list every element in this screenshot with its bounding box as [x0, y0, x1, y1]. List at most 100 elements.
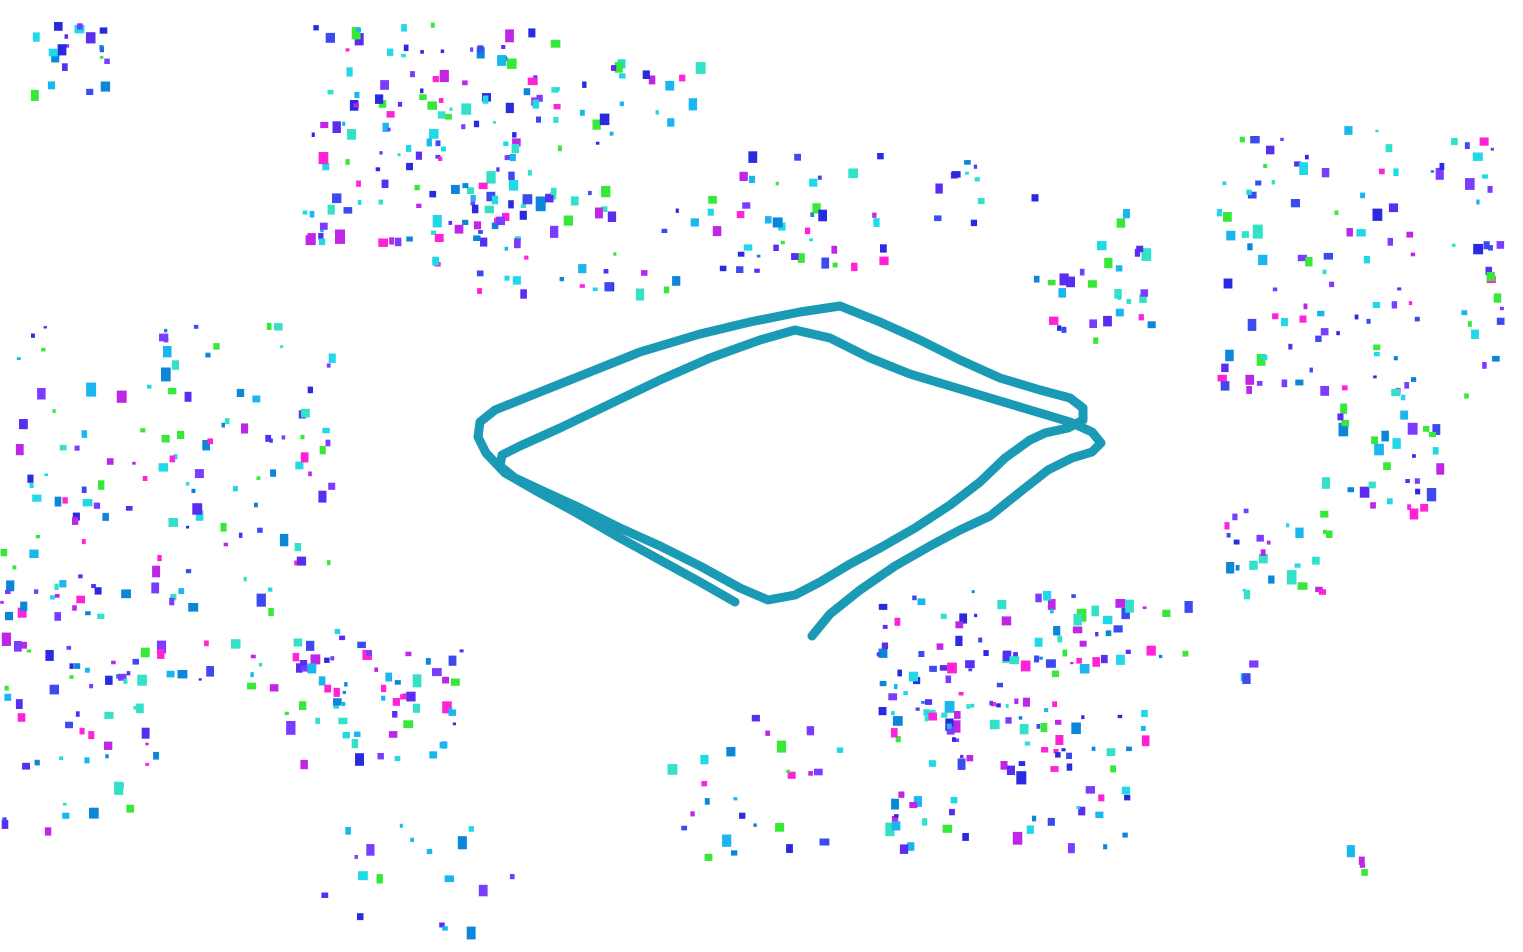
- point-blob-484: [168, 518, 178, 527]
- point-blob-329: [1297, 254, 1307, 262]
- point-blob-14: [415, 151, 422, 160]
- trajectory-path: [473, 301, 1106, 641]
- point-blob-180: [663, 286, 670, 294]
- point-blob-473: [1233, 539, 1240, 545]
- point-blob-584: [43, 326, 47, 329]
- point-blob-169: [592, 119, 601, 130]
- point-blob-87: [356, 180, 361, 187]
- point-blob-358: [1225, 349, 1234, 362]
- point-blob-663: [69, 663, 74, 669]
- point-blob-419: [1272, 313, 1279, 320]
- point-blob-292: [1066, 276, 1075, 288]
- point-blob-160: [695, 62, 706, 74]
- point-blob-116: [508, 171, 515, 180]
- point-blob-888: [891, 711, 895, 716]
- point-blob-851: [917, 598, 926, 606]
- point-blob-53: [491, 222, 499, 230]
- point-blob-511: [44, 473, 48, 477]
- point-blob-214: [462, 183, 469, 189]
- point-blob-178: [665, 80, 675, 91]
- point-blob-342: [1247, 191, 1257, 199]
- point-blob-706: [394, 680, 401, 685]
- point-blob-882: [949, 808, 955, 816]
- point-blob-772: [700, 754, 709, 765]
- point-blob-377: [1410, 252, 1416, 257]
- point-blob-525: [29, 549, 39, 559]
- point-blob-430: [1340, 403, 1348, 414]
- point-blob-90: [397, 101, 403, 107]
- point-blob-896: [1106, 748, 1116, 756]
- point-blob-224: [579, 284, 585, 288]
- point-blob-30: [406, 236, 413, 242]
- point-blob-273: [973, 164, 978, 169]
- point-blob-698: [432, 668, 442, 677]
- point-blob-720: [301, 665, 309, 672]
- point-blob-337: [1247, 318, 1257, 331]
- point-blob-788: [951, 720, 961, 733]
- point-blob-483: [27, 474, 34, 483]
- point-blob-174: [609, 131, 614, 136]
- point-blob-234: [473, 235, 481, 241]
- point-blob-688: [299, 660, 308, 671]
- point-blob-443: [1409, 508, 1419, 520]
- point-blob-390: [1452, 243, 1456, 247]
- point-blob-808: [997, 600, 1007, 610]
- point-blob-162: [642, 70, 650, 79]
- point-blob-665: [34, 759, 40, 766]
- point-blob-792: [959, 613, 968, 624]
- point-blob-356: [1373, 344, 1381, 351]
- point-blob-724: [307, 663, 317, 674]
- point-blob-531: [169, 597, 175, 606]
- point-blob-583: [318, 490, 327, 503]
- point-blob-800: [1045, 659, 1056, 668]
- point-blob-826: [894, 617, 901, 626]
- point-blob-874: [891, 798, 899, 810]
- point-blob-599: [206, 666, 214, 677]
- point-blob-671: [49, 684, 59, 695]
- point-blob-269: [818, 209, 827, 222]
- point-blob-811: [1062, 649, 1068, 657]
- point-blob-767: [739, 812, 746, 819]
- point-blob-828: [888, 693, 898, 701]
- point-blob-69: [335, 229, 345, 244]
- point-blob-648: [65, 721, 73, 729]
- point-blob-827: [924, 716, 929, 722]
- point-blob-572: [93, 502, 101, 509]
- point-blob-321: [1393, 356, 1398, 361]
- point-blob-275: [965, 171, 969, 175]
- point-blob-490: [140, 428, 146, 433]
- point-blob-246: [791, 253, 799, 260]
- point-blob-44: [462, 219, 469, 225]
- point-blob-822: [1036, 724, 1041, 729]
- point-blob-31: [386, 111, 395, 118]
- point-blob-18: [503, 141, 509, 147]
- point-blob-609: [102, 512, 109, 521]
- point-blob-931: [1141, 735, 1150, 747]
- point-blob-207: [545, 193, 554, 203]
- point-blob-137: [401, 24, 407, 32]
- point-blob-927: [962, 833, 969, 841]
- point-blob-642: [105, 754, 109, 759]
- point-blob-191: [578, 264, 587, 274]
- point-blob-865: [954, 712, 959, 716]
- point-blob-394: [1317, 310, 1325, 317]
- point-blob-282: [1104, 257, 1113, 268]
- point-blob-957: [1359, 863, 1366, 868]
- point-blob-241: [748, 151, 758, 163]
- point-blob-735: [448, 709, 457, 716]
- point-blob-658: [105, 675, 113, 685]
- point-blob-479: [1243, 508, 1249, 514]
- point-blob-218: [588, 190, 592, 196]
- point-blob-291: [1059, 273, 1069, 286]
- point-blob-240: [780, 240, 785, 245]
- point-blob-158: [48, 48, 58, 57]
- point-blob-453: [1414, 478, 1420, 484]
- point-blob-949: [1125, 599, 1134, 613]
- point-blob-885: [1095, 811, 1104, 819]
- point-blob-932: [928, 712, 937, 721]
- point-blob-674: [133, 706, 137, 710]
- point-blob-639: [34, 589, 39, 594]
- point-blob-635: [306, 640, 315, 651]
